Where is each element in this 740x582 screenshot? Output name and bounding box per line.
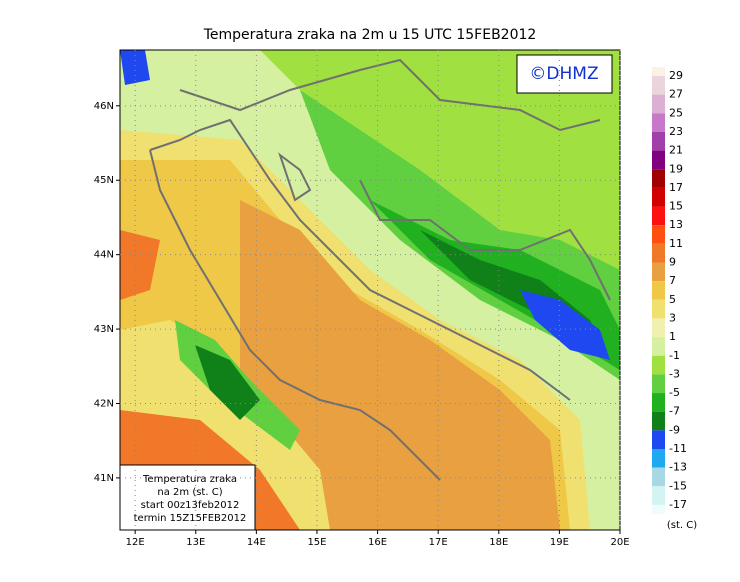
lat-label: 43N xyxy=(94,324,114,335)
lon-label: 18E xyxy=(489,537,508,548)
lon-label: 20E xyxy=(610,537,629,548)
colorbar-swatch xyxy=(652,225,665,244)
colorbar-label: -13 xyxy=(669,461,687,474)
logo-box xyxy=(516,54,613,94)
colorbar-swatch xyxy=(652,281,665,300)
logo: ©DHMZ xyxy=(529,64,598,84)
lon-label: 16E xyxy=(368,537,387,548)
colorbar-swatch xyxy=(652,393,665,412)
colorbar-label: 25 xyxy=(669,106,683,119)
lon-label: 15E xyxy=(307,537,326,548)
colorbar-swatch xyxy=(652,299,665,319)
info-line: Temperatura zraka xyxy=(142,474,237,485)
colorbar-label: -9 xyxy=(669,423,680,436)
lon-label: 19E xyxy=(550,537,569,548)
colorbar-label: 11 xyxy=(669,237,683,250)
lon-label: 12E xyxy=(126,537,145,548)
colorbar-swatch xyxy=(652,76,665,95)
colorbar-swatch xyxy=(652,374,665,394)
colorbar-label: 29 xyxy=(669,69,683,82)
lat-label: 41N xyxy=(94,473,114,484)
colorbar-swatch xyxy=(652,113,665,132)
colorbar-label: -15 xyxy=(669,479,687,492)
colorbar-swatch xyxy=(652,262,665,282)
colorbar-swatch xyxy=(652,187,665,207)
colorbar-swatch xyxy=(652,504,665,514)
colorbar-swatch xyxy=(652,449,665,468)
colorbar-label: 9 xyxy=(669,256,676,269)
lat-label: 45N xyxy=(94,175,114,186)
info-line: start 00z13feb2012 xyxy=(141,500,240,511)
colorbar-swatch xyxy=(652,430,665,449)
lon-label: 14E xyxy=(247,537,266,548)
overlay: 12E 13E 14E 15E 16E 17E 18E 19E 20E 41N 42N 43N 44N 4… xyxy=(94,50,697,548)
temperature-field xyxy=(120,50,620,530)
colorbar-swatch xyxy=(652,131,665,151)
colorbar-label: 15 xyxy=(669,200,683,213)
colorbar-swatch xyxy=(652,169,665,188)
lat-label: 46N xyxy=(94,101,114,112)
colorbar-label: -11 xyxy=(669,442,687,455)
info-line: na 2m (st. C) xyxy=(157,487,222,498)
colorbar-label: 5 xyxy=(669,293,676,306)
colorbar-label: 1 xyxy=(669,330,676,343)
colorbar-label: -1 xyxy=(669,349,680,362)
colorbar-label: 19 xyxy=(669,162,683,175)
colorbar-swatch xyxy=(652,67,665,76)
lat-label: 42N xyxy=(94,398,114,409)
colorbar-unit: (st. C) xyxy=(667,520,697,531)
colorbar-label: 7 xyxy=(669,274,676,287)
colorbar-swatch xyxy=(652,150,665,170)
colorbar-label: -7 xyxy=(669,405,680,418)
colorbar-swatch xyxy=(652,411,665,431)
colorbar-swatch xyxy=(652,486,665,505)
lat-label: 44N xyxy=(94,250,114,261)
lon-label: 17E xyxy=(429,537,448,548)
colorbar-swatch xyxy=(652,206,665,226)
colorbar-label: 23 xyxy=(669,125,683,138)
colorbar-label: 13 xyxy=(669,218,683,231)
colorbar-swatch xyxy=(652,94,665,114)
lon-label: 13E xyxy=(186,537,205,548)
colorbar-label: 17 xyxy=(669,181,683,194)
colorbar-label: -17 xyxy=(669,498,687,511)
colorbar-swatch xyxy=(652,355,665,375)
colorbar-swatch xyxy=(652,337,665,356)
colorbar-label: 3 xyxy=(669,311,676,324)
colorbar-label: 27 xyxy=(669,88,683,101)
colorbar-swatch xyxy=(652,243,665,263)
colorbar-label: 21 xyxy=(669,144,683,157)
colorbar-swatch xyxy=(652,318,665,338)
map-title: Temperatura zraka na 2m u 15 UTC 15FEB20… xyxy=(203,27,537,43)
info-line: termin 15Z15FEB2012 xyxy=(134,513,247,524)
colorbar-label: -3 xyxy=(669,367,680,380)
colorbar-swatch xyxy=(652,467,665,487)
info-box xyxy=(119,464,256,531)
colorbar-label: -5 xyxy=(669,386,680,399)
